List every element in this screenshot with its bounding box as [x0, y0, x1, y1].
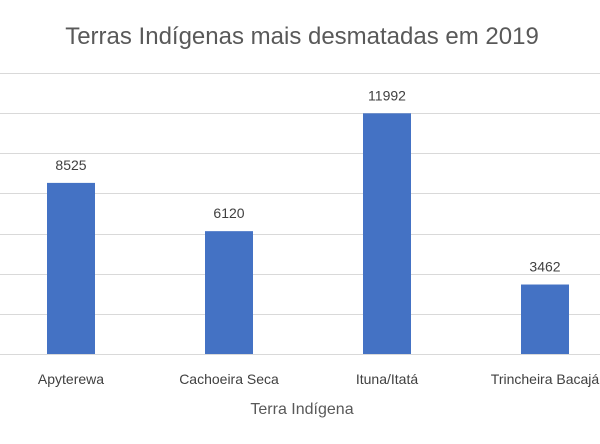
- bar-2: [363, 113, 411, 354]
- bar-0: [47, 182, 95, 354]
- gridlines: [0, 73, 600, 355]
- category-label-1: Cachoeira Seca: [179, 371, 279, 387]
- category-label-2: Ituna/Itatá: [356, 371, 418, 387]
- chart-title: Terras Indígenas mais desmatadas em 2019: [65, 23, 539, 50]
- data-label-3: 3462: [529, 259, 560, 275]
- category-labels: Apyterewa Cachoeira Seca Ituna/Itatá Trinch…: [38, 371, 599, 387]
- category-label-0: Apyterewa: [38, 371, 104, 387]
- x-axis-title: Terra Indígena: [250, 401, 353, 418]
- data-label-2: 11992: [368, 87, 406, 103]
- data-labels: 8525 6120 11992 3462: [55, 87, 560, 274]
- category-label-3: Trincheira Bacajá: [491, 371, 600, 387]
- data-label-1: 6120: [213, 205, 244, 221]
- data-label-0: 8525: [55, 157, 86, 173]
- bars: [47, 113, 569, 354]
- bar-3: [521, 284, 569, 354]
- bar-1: [205, 231, 253, 354]
